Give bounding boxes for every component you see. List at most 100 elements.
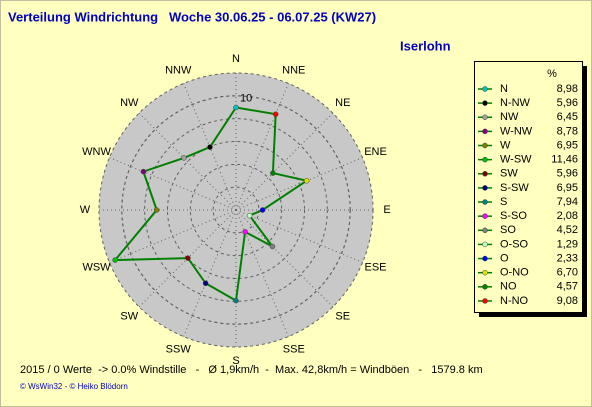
spoke (235, 209, 334, 308)
direction-label: WSW (82, 262, 111, 274)
point (242, 229, 248, 235)
legend-marker (482, 227, 488, 234)
legend-value: 5,96 (557, 168, 578, 180)
legend-value: 5,96 (557, 97, 578, 109)
legend-marker (482, 213, 488, 219)
spoke (235, 112, 334, 211)
legend-name: W-SW (500, 154, 532, 166)
point (233, 297, 239, 304)
legend-marker (482, 171, 488, 177)
direction-label: SW (120, 311, 138, 323)
legend-value: 8,98 (557, 83, 578, 95)
legend-name: N-NW (500, 97, 531, 109)
legend-value: 11,46 (551, 154, 578, 166)
legend-name: O-SO (500, 238, 529, 250)
point (207, 144, 213, 150)
legend-value: 1,29 (557, 238, 578, 250)
grid-ring (144, 118, 328, 302)
direction-label: SSW (166, 343, 192, 355)
legend-marker (482, 114, 488, 121)
spoke (138, 112, 237, 211)
legend-value: 2,08 (557, 210, 578, 222)
point (270, 170, 276, 176)
legend-marker (482, 241, 488, 248)
chart-title: Verteilung Windrichtung Woche 30.06.25 -… (8, 9, 376, 24)
legend-value: 8,78 (557, 125, 578, 137)
point (272, 111, 279, 117)
legend-name: SO (500, 224, 516, 236)
legend-box (474, 61, 583, 313)
point (303, 177, 310, 184)
point (181, 155, 187, 161)
spoke (235, 83, 289, 211)
legend-value: 6,95 (557, 182, 578, 194)
legend-marker (482, 142, 488, 149)
legend-unit: % (547, 68, 557, 80)
legend-value: 6,45 (557, 111, 578, 123)
point (153, 207, 160, 213)
legend-marker (482, 199, 488, 205)
legend-value: 6,95 (557, 139, 578, 151)
legend-name: O (500, 252, 509, 264)
point (185, 255, 191, 261)
legend-value: 7,94 (557, 196, 578, 208)
direction-label: NNE (282, 64, 305, 76)
direction-label: SE (335, 311, 350, 323)
legend-value: 4,57 (557, 281, 578, 293)
legend-marker (482, 255, 488, 262)
point (259, 207, 266, 213)
legend-marker (482, 284, 488, 290)
point (269, 243, 276, 250)
legend-marker (482, 269, 488, 276)
grid-ring (189, 163, 283, 257)
spoke (235, 157, 363, 211)
point (246, 212, 253, 219)
legend-name: O-NO (500, 267, 529, 279)
spoke (109, 209, 237, 263)
direction-label: NNW (165, 64, 192, 76)
tick-ring (121, 95, 351, 325)
legend-name: SW (500, 168, 518, 180)
legend-name: S (500, 196, 507, 208)
direction-label: W (80, 204, 91, 216)
direction-label: N (232, 53, 240, 65)
legend-name: NO (500, 281, 517, 293)
point (233, 104, 239, 111)
legend-name: S-SO (500, 210, 527, 222)
legend-value: 6,70 (557, 267, 578, 279)
direction-label: NW (120, 97, 139, 109)
footer: 2015 / 0 Werte -> 0.0% Windstille - Ø 1,… (20, 364, 483, 376)
spoke (235, 209, 363, 263)
legend-name: S-SW (500, 182, 529, 194)
spoke (235, 209, 289, 337)
legend-name: W (500, 139, 511, 151)
legend-name: NW (500, 111, 519, 123)
direction-label: E (383, 204, 390, 216)
legend-marker (482, 185, 488, 191)
legend-value: 4,52 (557, 224, 578, 236)
direction-label: NE (335, 97, 350, 109)
legend-marker (482, 298, 488, 304)
direction-label: S (232, 355, 239, 367)
legend-name: W-NW (500, 125, 533, 137)
legend-marker (482, 100, 488, 106)
grid-ring (212, 186, 260, 234)
spoke (183, 209, 237, 337)
point (202, 280, 209, 287)
legend-marker (482, 128, 488, 135)
location: Iserlohn (400, 38, 451, 53)
legend-value: 2,33 (557, 252, 578, 264)
legend-marker (482, 86, 488, 92)
point (140, 168, 147, 175)
direction-label: ENE (364, 146, 387, 158)
direction-label: ESE (364, 262, 386, 274)
point (112, 257, 118, 263)
direction-label: SSE (283, 343, 305, 355)
legend-value: 9,08 (557, 295, 578, 307)
credit: © WsWin32 - © Heiko Blödorn (20, 382, 128, 391)
legend-marker (482, 156, 488, 163)
direction-label: WNW (82, 146, 111, 158)
legend-name: N-NO (500, 295, 529, 307)
r-tick-label: 10 (240, 93, 252, 105)
